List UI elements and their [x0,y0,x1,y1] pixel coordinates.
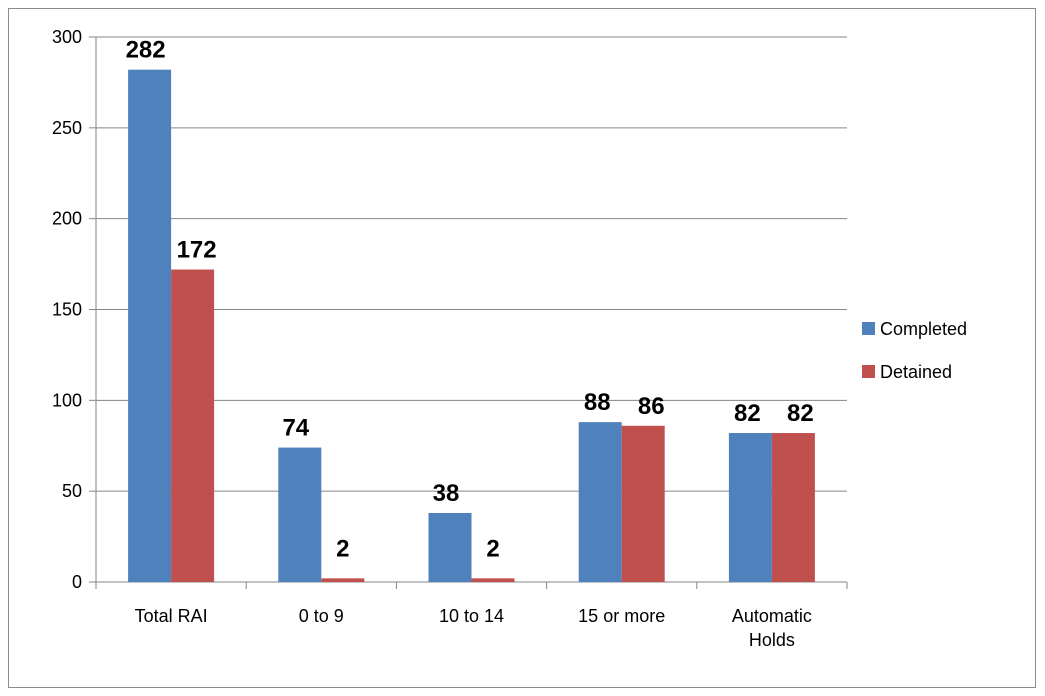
legend-swatch [862,322,875,335]
y-tick-label: 150 [52,300,82,320]
axes: 0 50 100 150 200 250 300 Total RAI 0 to 9 10 to 1… [52,27,848,650]
y-tick-label: 100 [52,390,82,410]
data-label: 38 [433,480,460,507]
legend: Completed Detained [862,319,967,382]
data-labels: 282 74 38 88 82 172 2 2 86 82 [126,37,814,563]
gridlines [96,36,847,492]
bar-completed [578,422,622,582]
bar-completed [128,69,172,582]
x-tick-label: Total RAI [135,606,208,626]
data-label: 82 [787,400,814,427]
data-label: 2 [486,535,499,562]
legend-swatch [862,365,875,378]
data-label: 82 [734,400,761,427]
x-tick-label: Automatic Holds [732,606,812,650]
bar-completed [428,512,472,582]
bar-detained [471,578,515,582]
data-label: 172 [177,237,217,264]
y-tick-label: 250 [52,118,82,138]
bar-completed [278,447,322,582]
y-tick-label: 50 [62,481,82,501]
bars [128,69,815,582]
data-label: 2 [336,535,349,562]
data-label: 282 [126,37,166,64]
data-label: 74 [282,415,309,442]
legend-label: Detained [880,362,952,382]
y-tick-label: 200 [52,209,82,229]
bar-detained [321,578,365,582]
x-tick-label: 15 or more [578,606,665,626]
x-tick-label: 0 to 9 [299,606,344,626]
y-tick-label: 0 [72,572,82,592]
x-tick-label: 10 to 14 [439,606,504,626]
data-label: 86 [638,393,665,420]
bar-completed [728,433,772,582]
bar-chart: 0 50 100 150 200 250 300 Total RAI 0 to 9 10 to 1… [52,27,967,650]
legend-label: Completed [880,319,967,339]
bar-detained [171,269,215,582]
data-label: 88 [584,389,611,416]
bar-detained [771,433,815,582]
y-tick-label: 300 [52,27,82,47]
chart-container: 0 50 100 150 200 250 300 Total RAI 0 to 9 10 to 1… [8,8,1036,688]
bar-detained [621,425,665,582]
